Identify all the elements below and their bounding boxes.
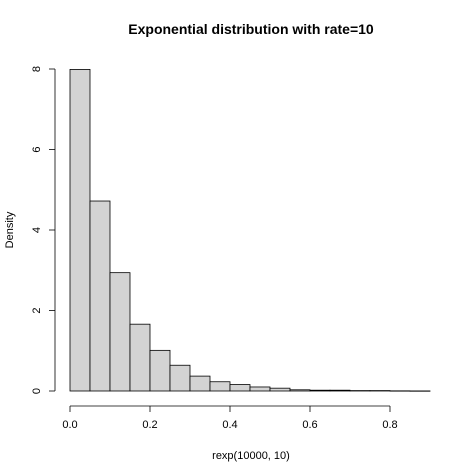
x-tick-label: 0.0 bbox=[62, 419, 77, 431]
histogram-bar bbox=[329, 389, 351, 392]
histogram-bar bbox=[149, 349, 171, 392]
x-tick-label: 0.6 bbox=[302, 419, 317, 431]
histogram-bar bbox=[249, 386, 271, 392]
histogram-bar bbox=[189, 375, 211, 392]
y-axis: 0 2 4 6 8 bbox=[31, 66, 56, 394]
histogram-bar bbox=[269, 387, 291, 392]
x-tick-label: 0.8 bbox=[382, 419, 397, 431]
x-tick-label: 0.4 bbox=[222, 419, 237, 431]
chart-title: Exponential distribution with rate=10 bbox=[128, 21, 374, 37]
histogram-bar bbox=[309, 389, 331, 392]
x-axis-label: rexp(10000, 10) bbox=[212, 450, 290, 462]
y-axis-label: Density bbox=[4, 211, 16, 248]
histogram-bar bbox=[129, 323, 151, 392]
x-axis: 0.0 0.2 0.4 0.6 0.8 bbox=[62, 405, 398, 431]
y-tick-label: 2 bbox=[31, 307, 43, 313]
y-tick-label: 0 bbox=[31, 388, 43, 394]
histogram-bar bbox=[209, 381, 231, 392]
y-tick-label: 8 bbox=[31, 66, 43, 72]
histogram-bars bbox=[69, 69, 431, 392]
histogram-bar bbox=[109, 272, 131, 392]
histogram-bar bbox=[69, 69, 91, 392]
y-tick-label: 4 bbox=[31, 227, 43, 233]
histogram-bar bbox=[289, 389, 311, 392]
histogram-bar bbox=[89, 200, 111, 392]
histogram-bar bbox=[229, 384, 251, 392]
x-tick-label: 0.2 bbox=[142, 419, 157, 431]
y-tick-label: 6 bbox=[31, 146, 43, 152]
histogram-bar bbox=[169, 364, 191, 392]
